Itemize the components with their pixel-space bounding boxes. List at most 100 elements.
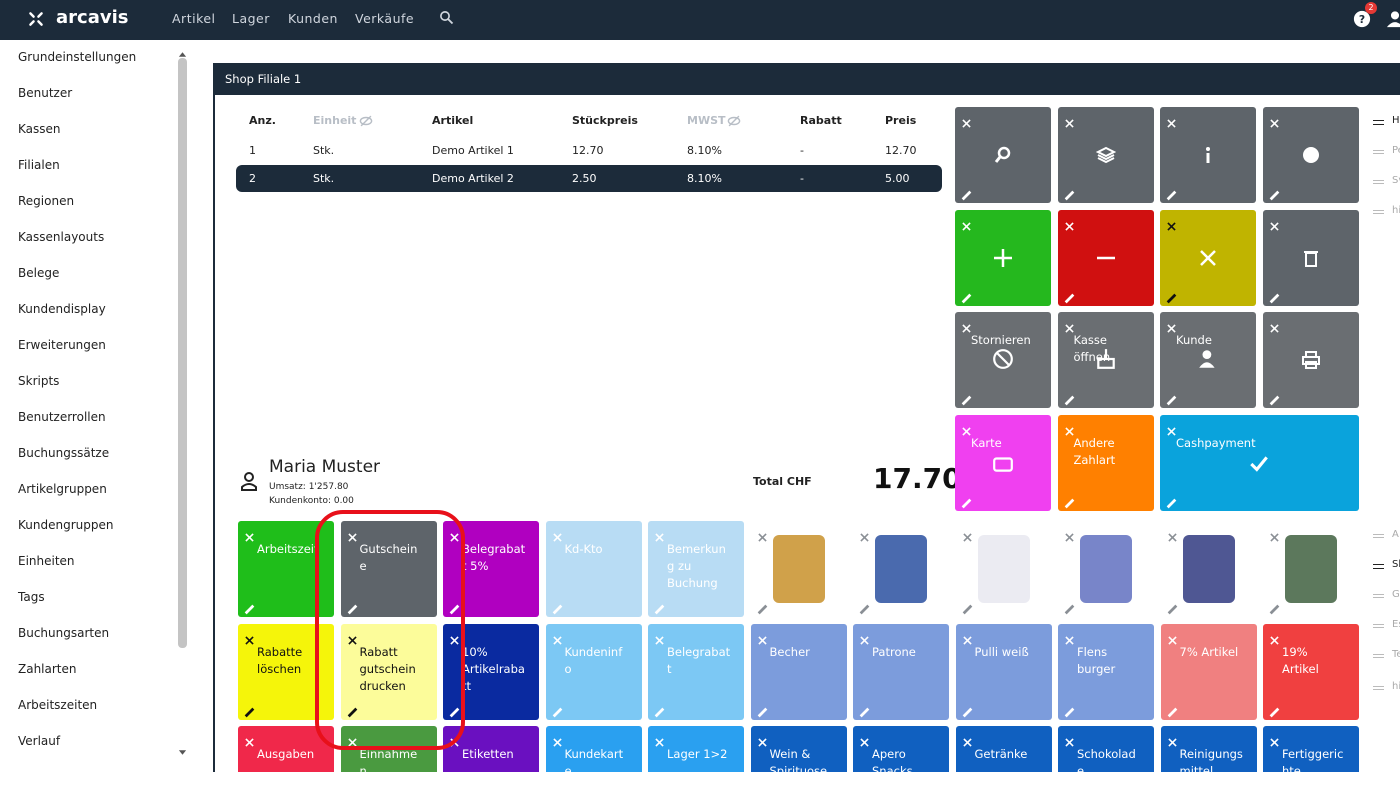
- close-icon[interactable]: [1065, 527, 1074, 542]
- close-icon[interactable]: [1167, 527, 1177, 542]
- sidebar-item[interactable]: Einheiten: [18, 554, 75, 568]
- pos-key[interactable]: [1058, 521, 1154, 617]
- edit-icon[interactable]: [961, 391, 972, 406]
- edit-icon[interactable]: [552, 600, 563, 615]
- edit-icon[interactable]: [654, 600, 665, 615]
- pos-key[interactable]: Bemerkung zu Buchung: [648, 521, 744, 617]
- close-icon[interactable]: [757, 527, 767, 542]
- sidebar-item[interactable]: Belege: [18, 266, 60, 280]
- side-list-item[interactable]: H: [1392, 115, 1400, 126]
- close-icon[interactable]: [1269, 113, 1279, 128]
- pos-key[interactable]: Schokolade: [1058, 726, 1154, 772]
- pos-key[interactable]: Kd-Kto: [545, 521, 642, 617]
- edit-icon[interactable]: [961, 186, 972, 201]
- edit-icon[interactable]: [552, 703, 563, 718]
- sidebar-item[interactable]: Filialen: [18, 158, 60, 172]
- function-key[interactable]: Kunde: [1160, 312, 1256, 409]
- pos-key[interactable]: Fertiggerichte: [1263, 726, 1359, 772]
- close-icon[interactable]: [1167, 732, 1177, 748]
- side-list-item[interactable]: hi: [1392, 681, 1400, 692]
- close-icon[interactable]: [347, 732, 357, 748]
- close-icon[interactable]: [450, 630, 459, 645]
- close-icon[interactable]: [757, 732, 767, 748]
- function-key[interactable]: Karte: [955, 415, 1051, 512]
- close-icon[interactable]: [860, 630, 869, 645]
- side-list-item[interactable]: Sh: [1392, 559, 1400, 570]
- edit-icon[interactable]: [1269, 186, 1280, 201]
- function-key[interactable]: [1262, 312, 1359, 409]
- side-list-item[interactable]: G: [1392, 589, 1400, 600]
- sidebar-item[interactable]: Kundendisplay: [18, 302, 106, 316]
- function-key[interactable]: [1262, 209, 1359, 306]
- edit-icon[interactable]: [654, 703, 665, 718]
- close-icon[interactable]: [962, 216, 971, 231]
- sidebar-item[interactable]: Artikelgruppen: [18, 482, 107, 496]
- close-icon[interactable]: [1064, 113, 1074, 128]
- edit-icon[interactable]: [347, 600, 358, 615]
- function-key[interactable]: [955, 209, 1051, 306]
- pos-key[interactable]: [955, 521, 1052, 617]
- sidebar-item[interactable]: Buchungsarten: [18, 626, 110, 640]
- close-icon[interactable]: [962, 318, 971, 334]
- edit-icon[interactable]: [961, 289, 972, 304]
- pos-key[interactable]: Getränke: [955, 726, 1052, 772]
- sidebar-item[interactable]: Kundengruppen: [18, 518, 114, 532]
- nav-link[interactable]: Lager: [232, 11, 270, 26]
- edit-icon[interactable]: [244, 703, 255, 718]
- edit-icon[interactable]: [1166, 289, 1177, 304]
- pos-key[interactable]: Kundeninfo: [545, 623, 642, 720]
- table-row[interactable]: [236, 165, 942, 192]
- function-key[interactable]: Stornieren: [955, 312, 1051, 409]
- edit-icon[interactable]: [1064, 703, 1075, 718]
- close-icon[interactable]: [1064, 318, 1074, 334]
- pos-key[interactable]: [750, 521, 847, 617]
- sidebar-item[interactable]: Regionen: [18, 194, 75, 208]
- customer-name[interactable]: Maria Muster: [269, 457, 381, 477]
- close-icon[interactable]: [962, 732, 972, 748]
- close-icon[interactable]: [1270, 732, 1279, 748]
- pos-key[interactable]: Flens burger: [1058, 623, 1154, 720]
- close-icon[interactable]: [552, 732, 562, 748]
- pos-key[interactable]: Lager 1>2: [648, 726, 744, 772]
- close-icon[interactable]: [1269, 216, 1279, 231]
- side-list-item[interactable]: Te: [1392, 649, 1400, 660]
- close-icon[interactable]: [1167, 113, 1176, 128]
- pos-key[interactable]: 7% Artikel: [1160, 623, 1257, 720]
- pos-key[interactable]: [1263, 521, 1359, 617]
- edit-icon[interactable]: [757, 600, 768, 615]
- side-list-item[interactable]: hi: [1392, 205, 1400, 216]
- close-icon[interactable]: [962, 113, 971, 128]
- sidebar-item[interactable]: Buchungssätze: [18, 446, 110, 460]
- pos-key[interactable]: Wein & Spirituosen: [750, 726, 847, 772]
- edit-icon[interactable]: [1064, 186, 1075, 201]
- edit-icon[interactable]: [1166, 494, 1177, 509]
- pos-key[interactable]: Reinigungsmittel: [1160, 726, 1257, 772]
- close-icon[interactable]: [1167, 318, 1176, 334]
- close-icon[interactable]: [962, 527, 972, 542]
- sidebar-item[interactable]: Benutzerrollen: [18, 410, 106, 424]
- edit-icon[interactable]: [244, 600, 255, 615]
- sidebar-item[interactable]: Verlauf: [18, 734, 61, 748]
- edit-icon[interactable]: [1167, 703, 1178, 718]
- close-icon[interactable]: [245, 732, 254, 748]
- pos-key[interactable]: Rabatt gutschein drucken: [340, 623, 437, 720]
- sidebar-item[interactable]: Grundeinstellungen: [18, 50, 137, 64]
- close-icon[interactable]: [962, 421, 971, 436]
- close-icon[interactable]: [245, 630, 254, 645]
- function-key[interactable]: [1057, 209, 1154, 306]
- pos-key[interactable]: [853, 521, 949, 617]
- pos-key[interactable]: Gutscheine: [340, 521, 437, 617]
- edit-icon[interactable]: [347, 703, 358, 718]
- close-icon[interactable]: [655, 732, 664, 748]
- pos-key[interactable]: 19% Artikel: [1263, 623, 1359, 720]
- side-list-item[interactable]: Pe: [1392, 145, 1400, 156]
- edit-icon[interactable]: [449, 600, 460, 615]
- edit-icon[interactable]: [1167, 600, 1178, 615]
- close-icon[interactable]: [1064, 421, 1074, 436]
- pos-key[interactable]: Apero Snacks: [853, 726, 949, 772]
- edit-icon[interactable]: [1064, 600, 1075, 615]
- close-icon[interactable]: [552, 527, 562, 542]
- close-icon[interactable]: [1270, 527, 1279, 542]
- edit-icon[interactable]: [1269, 703, 1280, 718]
- close-icon[interactable]: [347, 630, 357, 645]
